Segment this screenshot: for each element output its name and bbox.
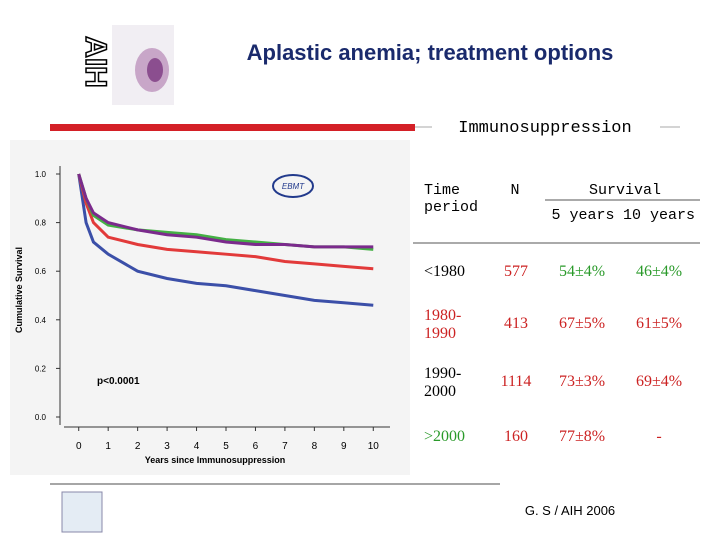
chart-panel [10,140,410,475]
table-cell: <1980 [424,263,466,280]
x-tick-label: 0 [76,441,82,452]
x-tick-label: 5 [223,441,229,452]
x-tick-label: 3 [164,441,170,452]
y-tick-label: 0.8 [35,219,47,228]
table-cell: 10 years [622,207,695,224]
survival-curve [77,173,374,307]
km-chart: 0.0 0.2 0.4 0.6 0.8 1.0 0 1 2 3 4 5 6 7 8 9 10 Cumulative… [14,166,390,465]
table-cell: 413 [504,315,528,332]
y-tick-label: 0.2 [35,364,47,373]
table-cell: 1990-2000 [424,365,462,400]
survival-curve [77,173,374,249]
subtitle: Immunosuppression [458,119,631,138]
annotation: p<0.0001 [97,376,140,387]
table-cell: 67±5% [558,315,606,332]
table-cell: 1980-1990 [424,307,462,342]
table-cell: 73±3% [558,373,606,390]
footer: G. S / AIH 2006 [525,503,615,518]
survival-curve [77,173,374,271]
table-cell: 69±4% [635,373,683,390]
table-cell: N [510,182,520,199]
x-tick-label: 2 [135,441,141,452]
ebmt-logo-text: EBMT [282,182,305,191]
table-cell: - [656,428,662,445]
cell-icon [147,58,163,82]
table-cell: 77±8% [558,428,606,445]
x-tick-label: 1 [105,441,111,452]
table-cell: Time period [424,182,479,216]
y-tick-label: 0.4 [35,316,47,325]
table-cell: 46±4% [635,263,683,280]
x-tick-label: 4 [194,441,200,452]
x-tick-label: 7 [282,441,288,452]
x-label: Years since Immunosuppression [145,455,286,465]
logo: AIH [79,36,112,88]
y-tick-label: 0.6 [35,267,47,276]
table-cell: 54±4% [558,263,606,280]
table-cell: Survival [588,182,661,199]
table-cell: 160 [504,428,528,445]
table-cell: 5 years [551,207,615,224]
table-cell: 61±5% [635,315,683,332]
x-tick-label: 8 [312,441,318,452]
footer-logo [61,491,103,533]
table-cell: 577 [504,263,528,280]
x-tick-label: 6 [253,441,259,452]
x-tick-label: 10 [368,441,380,452]
y-tick-label: 0.0 [35,413,47,422]
red-bar [50,124,415,131]
table-cell: 1114 [500,373,532,390]
table-cell: >2000 [424,428,466,445]
x-tick-label: 9 [341,441,347,452]
ebmt-logo [272,174,314,198]
y-tick-label: 1.0 [35,170,47,179]
y-label: Cumulative Survival [14,247,24,333]
title: Aplastic anemia; treatment options [247,40,614,65]
